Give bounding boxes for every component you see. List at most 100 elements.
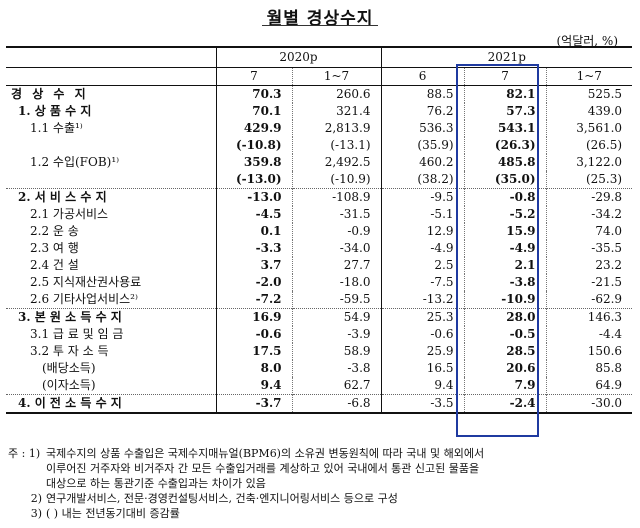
table-cell: -3.5: [380, 394, 465, 414]
table-cell: 16.5: [380, 360, 465, 377]
table-cell: -2.4: [463, 394, 547, 414]
footnote-line: 3)( ) 내는 전년동기대비 증감률: [30, 507, 180, 520]
table-cell: 25.3: [380, 308, 465, 326]
footnote-line: 이루어진 거주자와 비거주자 간 모든 수출입거래를 계상하고 있어 국내에서 …: [46, 462, 480, 475]
table-cell: 321.4: [291, 103, 382, 120]
table-cell: -3.8: [291, 360, 382, 377]
table-cell: 146.3: [545, 308, 633, 326]
table-cell: 88.5: [380, 85, 465, 103]
table-cell: (-13.1): [291, 137, 382, 154]
table-cell: 525.5: [545, 85, 633, 103]
table-cell: 260.6: [291, 85, 382, 103]
table-cell: 3,122.0: [545, 154, 633, 171]
table-cell: -5.1: [380, 206, 465, 223]
header-year-2021: 2021p: [380, 46, 633, 68]
table-row: 2.3 여 행 -3.3 -34.0 -4.9 -4.9 -35.5: [6, 240, 633, 257]
table-cell: 15.9: [463, 223, 547, 240]
table-cell: -0.8: [463, 188, 547, 206]
table-cell: -0.6: [380, 326, 465, 343]
title-underline: [262, 25, 378, 26]
table-cell: 0.1: [215, 223, 292, 240]
table-cell: -13.0: [215, 188, 292, 206]
table-cell: -29.8: [545, 188, 633, 206]
footnote-line: 대상으로 하는 통관기준 수출입과는 차이가 있음: [46, 477, 266, 490]
table-cell: 439.0: [545, 103, 633, 120]
table-cell: -30.0: [545, 394, 633, 414]
row-label: 4. 이 전 소 득 수 지: [6, 394, 216, 414]
table-cell: 460.2: [380, 154, 465, 171]
table-cell: -3.9: [291, 326, 382, 343]
footnote-line: 주 : 1) 국제수지의 상품 수출입은 국제수지매뉴얼(BPM6)의 소유권 변…: [8, 447, 485, 460]
table-cell: -0.6: [215, 326, 292, 343]
table-cell: 16.9: [215, 308, 292, 326]
table-cell: 70.3: [215, 85, 292, 103]
table-cell: 23.2: [545, 257, 633, 274]
table-cell: (26.5): [545, 137, 633, 154]
table-cell: 7.9: [463, 377, 547, 395]
header-col: 1~7: [545, 67, 633, 86]
header-year-2020: 2020p: [215, 46, 382, 68]
table-cell: 543.1: [463, 120, 547, 137]
table-cell: (35.0): [463, 171, 547, 189]
footnotes: 주 : 1) 국제수지의 상품 수출입은 국제수지매뉴얼(BPM6)의 소유권 변…: [8, 446, 634, 521]
table-cell: 25.9: [380, 343, 465, 360]
table-cell: 9.4: [215, 377, 292, 395]
table-cell: 17.5: [215, 343, 292, 360]
header-col: 7: [215, 67, 292, 86]
table-cell: 62.7: [291, 377, 382, 395]
table-cell: 28.5: [463, 343, 547, 360]
table-row: (-10.8) (-13.1) (35.9) (26.3) (26.5): [6, 137, 633, 154]
row-label: 2. 서 비 스 수 지: [6, 188, 216, 206]
table-row: 2.1 가공서비스 -4.5 -31.5 -5.1 -5.2 -34.2: [6, 206, 633, 223]
table-cell: 28.0: [463, 308, 547, 326]
header-year-row: 2020p 2021p: [6, 46, 633, 68]
table-row: 3.2 투 자 소 득 17.5 58.9 25.9 28.5 150.6: [6, 343, 633, 360]
row-label: 3.1 급 료 및 임 금: [30, 327, 124, 341]
table-row: (이자소득) 9.4 62.7 9.4 7.9 64.9: [6, 377, 633, 395]
table-cell: 64.9: [545, 377, 633, 395]
table-cell: -4.5: [215, 206, 292, 223]
table-cell: -2.0: [215, 274, 292, 291]
header-col: 7: [463, 67, 547, 86]
table-cell: -59.5: [291, 291, 382, 309]
table-cell: 536.3: [380, 120, 465, 137]
table-row: 3. 본 원 소 득 수 지 16.9 54.9 25.3 28.0 146.3: [6, 308, 633, 326]
table-cell: 429.9: [215, 120, 292, 137]
row-label: 1.1 수출¹⁾: [30, 121, 83, 135]
table-row: 2.5 지식재산권사용료 -2.0 -18.0 -7.5 -3.8 -21.5: [6, 274, 633, 291]
table-row: 1.2 수입(FOB)¹⁾ 359.8 2,492.5 460.2 485.8 3,122…: [6, 154, 633, 171]
table-cell: (-10.8): [215, 137, 292, 154]
table-cell: -5.2: [463, 206, 547, 223]
row-label: (이자소득): [42, 378, 96, 392]
table-cell: 27.7: [291, 257, 382, 274]
table-cell: -108.9: [291, 188, 382, 206]
table-cell: (35.9): [380, 137, 465, 154]
row-label: 경 상 수 지: [6, 85, 216, 103]
table-cell: 3.7: [215, 257, 292, 274]
table-cell: -6.8: [291, 394, 382, 414]
table-cell: -3.3: [215, 240, 292, 257]
header-col-row: 7 1~7 6 7 1~7: [6, 67, 633, 86]
row-label: 3. 본 원 소 득 수 지: [6, 308, 216, 326]
table-cell: 359.8: [215, 154, 292, 171]
table-cell: 485.8: [463, 154, 547, 171]
table-cell: -13.2: [380, 291, 465, 309]
row-label: 3.2 투 자 소 득: [30, 344, 109, 358]
table-cell: -34.0: [291, 240, 382, 257]
table-cell: 2,492.5: [291, 154, 382, 171]
table-cell: 150.6: [545, 343, 633, 360]
table-cell: (25.3): [545, 171, 633, 189]
table-cell: (-13.0): [215, 171, 292, 189]
table-cell: 2.1: [463, 257, 547, 274]
row-label: 1. 상 품 수 지: [18, 104, 92, 118]
table-row: 2.6 기타사업서비스²⁾ -7.2 -59.5 -13.2 -10.9 -62.9: [6, 291, 633, 309]
table-cell: -62.9: [545, 291, 633, 309]
table-cell: 82.1: [463, 85, 547, 103]
row-label: 2.5 지식재산권사용료: [30, 275, 142, 289]
table-row: 1.1 수출¹⁾ 429.9 2,813.9 536.3 543.1 3,561.0: [6, 120, 633, 137]
table-cell: 20.6: [463, 360, 547, 377]
header-col: 6: [380, 67, 465, 86]
row-label: 2.6 기타사업서비스²⁾: [30, 292, 138, 306]
row-label: 2.4 건 설: [30, 258, 79, 272]
table-cell: -4.9: [463, 240, 547, 257]
